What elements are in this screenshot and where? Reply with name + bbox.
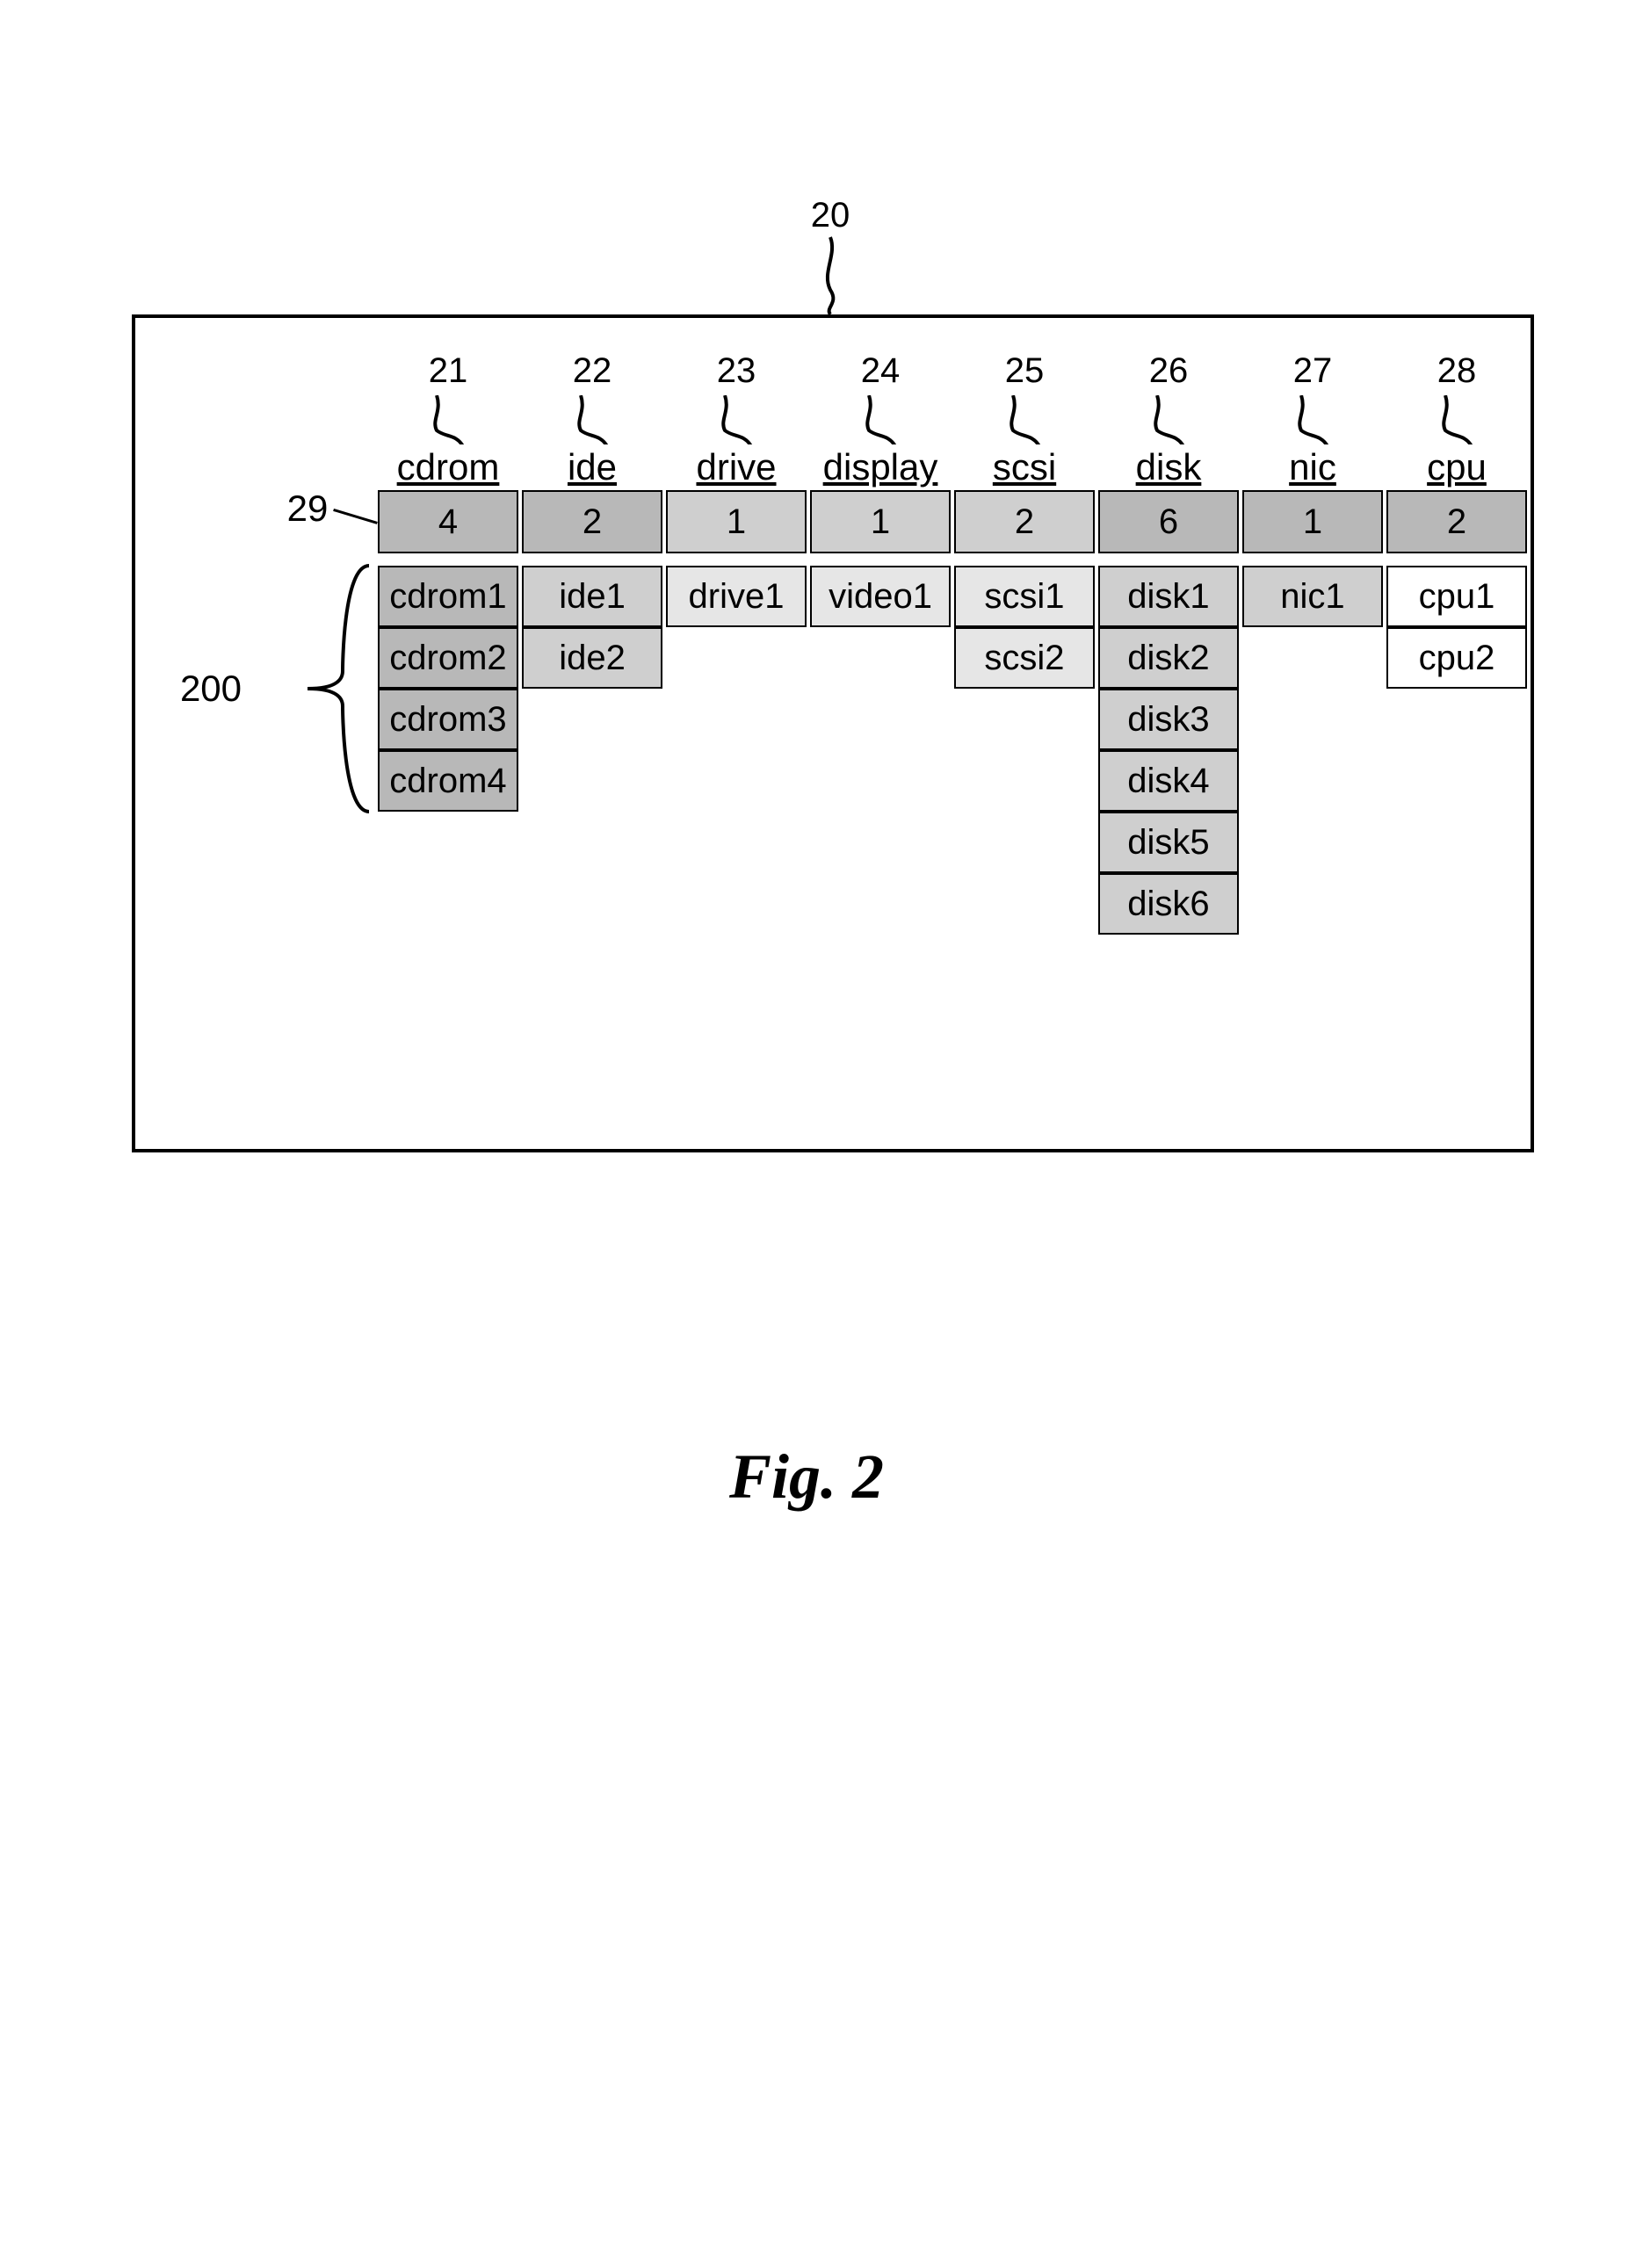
item-disk1: disk1: [1098, 566, 1239, 627]
header-scsi: scsi: [954, 444, 1095, 490]
item-disk5: disk5: [1098, 812, 1239, 873]
ref-200-label: 200: [167, 667, 255, 711]
count-disk: 6: [1098, 490, 1239, 553]
count-display: 1: [810, 490, 951, 553]
item-nic1: nic1: [1242, 566, 1383, 627]
item-cdrom4: cdrom4: [378, 750, 518, 812]
ref-21-squiggle: [378, 395, 518, 444]
ref-28-squiggle: [1386, 395, 1527, 444]
header-cpu: cpu: [1386, 444, 1527, 490]
header-display: display: [810, 444, 951, 490]
item-cdrom3: cdrom3: [378, 689, 518, 750]
item-cdrom2: cdrom2: [378, 627, 518, 689]
item-cpu2: cpu2: [1386, 627, 1527, 689]
item-disk2: disk2: [1098, 627, 1239, 689]
ref-24-squiggle: [810, 395, 951, 444]
item-video1: video1: [810, 566, 951, 627]
figure-caption-text: Fig. 2: [729, 1441, 884, 1512]
ref-25: 25: [954, 351, 1095, 395]
column-disk: 26disk6disk1disk2disk3disk4disk5disk6: [1098, 351, 1239, 935]
ref-27: 27: [1242, 351, 1383, 395]
page: 20 21cdrom4cdrom1cdrom2cdrom3cdrom422ide…: [0, 0, 1650, 2268]
header-drive: drive: [666, 444, 807, 490]
column-scsi: 25scsi2scsi1scsi2: [954, 351, 1095, 935]
ref-21: 21: [378, 351, 518, 395]
ref-28: 28: [1386, 351, 1527, 395]
count-drive: 1: [666, 490, 807, 553]
ref-22: 22: [522, 351, 662, 395]
item-scsi2: scsi2: [954, 627, 1095, 689]
ref-200-brace: [299, 566, 378, 816]
count-scsi: 2: [954, 490, 1095, 553]
device-grid: 21cdrom4cdrom1cdrom2cdrom3cdrom422ide2id…: [378, 351, 1531, 935]
item-ide1: ide1: [522, 566, 662, 627]
ref-23-squiggle: [666, 395, 807, 444]
count-ide: 2: [522, 490, 662, 553]
count-nic: 1: [1242, 490, 1383, 553]
ref-24: 24: [810, 351, 951, 395]
ref-25-squiggle: [954, 395, 1095, 444]
item-cpu1: cpu1: [1386, 566, 1527, 627]
column-drive: 23 drive1 drive1: [666, 351, 807, 935]
column-cpu: 28cpu2cpu1cpu2: [1386, 351, 1527, 935]
item-cdrom1: cdrom1: [378, 566, 518, 627]
figure-caption: Fig. 2: [729, 1441, 884, 1513]
ref-20-text: 20: [811, 196, 850, 235]
column-display: 24 display1 video1: [810, 351, 951, 935]
header-nic: nic: [1242, 444, 1383, 490]
ref-26-squiggle: [1098, 395, 1239, 444]
ref-200-text: 200: [180, 668, 242, 710]
ref-26: 26: [1098, 351, 1239, 395]
item-drive1: drive1: [666, 566, 807, 627]
column-cdrom: 21cdrom4cdrom1cdrom2cdrom3cdrom4: [378, 351, 518, 935]
header-disk: disk: [1098, 444, 1239, 490]
item-disk6: disk6: [1098, 873, 1239, 935]
ref-20-label: 20: [786, 193, 874, 237]
item-disk4: disk4: [1098, 750, 1239, 812]
ref-20-squiggle: [821, 237, 874, 321]
header-ide: ide: [522, 444, 662, 490]
item-ide2: ide2: [522, 627, 662, 689]
ref-29-text: 29: [287, 488, 329, 530]
ref-23: 23: [666, 351, 807, 395]
count-cdrom: 4: [378, 490, 518, 553]
column-nic: 27 nic1 nic1: [1242, 351, 1383, 935]
ref-27-squiggle: [1242, 395, 1383, 444]
ref-22-squiggle: [522, 395, 662, 444]
ref-29-label: 29: [272, 487, 343, 531]
count-cpu: 2: [1386, 490, 1527, 553]
column-ide: 22ide2ide1ide2: [522, 351, 662, 935]
header-cdrom: cdrom: [378, 444, 518, 490]
item-disk3: disk3: [1098, 689, 1239, 750]
item-scsi1: scsi1: [954, 566, 1095, 627]
